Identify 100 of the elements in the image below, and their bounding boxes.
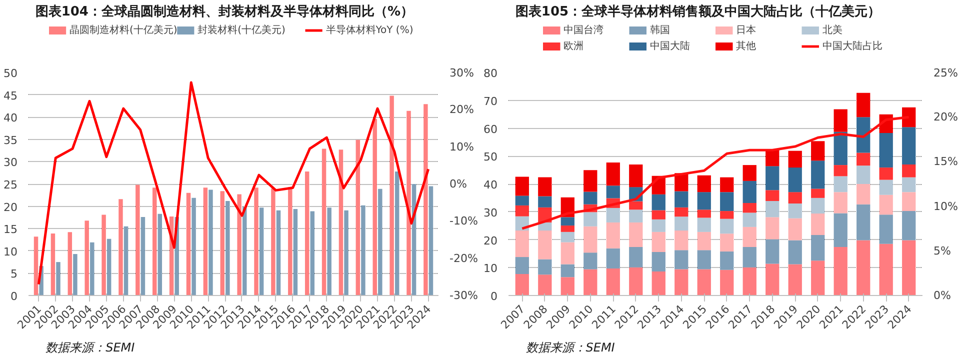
line-series xyxy=(37,81,430,286)
bar xyxy=(742,180,756,203)
bar xyxy=(697,210,711,218)
bar xyxy=(697,269,711,296)
bar xyxy=(584,226,598,253)
bar xyxy=(584,212,598,226)
bar xyxy=(584,170,598,192)
bar xyxy=(220,191,224,296)
y2-tick-label: 0% xyxy=(934,289,951,302)
bar xyxy=(720,177,734,192)
bar xyxy=(102,214,106,296)
bar xyxy=(629,246,643,268)
y2-tick-label: 30% xyxy=(450,66,474,80)
bar xyxy=(811,235,825,261)
bar xyxy=(811,260,825,296)
bar xyxy=(856,184,870,204)
y-tick-label: 50 xyxy=(484,150,498,164)
bar xyxy=(304,172,310,296)
bar xyxy=(766,190,780,202)
bar xyxy=(394,172,400,296)
bar xyxy=(834,213,848,247)
y2-tick-label: -30% xyxy=(450,289,478,302)
bar xyxy=(652,219,666,232)
bar xyxy=(424,104,428,296)
y-tick-label: 30 xyxy=(4,156,18,170)
bar xyxy=(90,242,94,296)
y-tick-label: 5 xyxy=(10,268,18,281)
bar xyxy=(106,238,112,296)
bar xyxy=(293,208,298,296)
chart-title: 图表104：全球晶圆制造材料、封装材料及半导体材料同比（%） xyxy=(35,4,414,20)
bar xyxy=(538,259,552,275)
bar xyxy=(879,244,893,296)
bar xyxy=(856,166,870,184)
bar xyxy=(538,196,552,208)
bar xyxy=(742,226,756,247)
bar xyxy=(652,252,666,272)
source-note: 数据来源：SEMI xyxy=(526,340,616,354)
bar xyxy=(742,267,756,296)
y-tick-label: 30 xyxy=(484,206,498,220)
bar xyxy=(584,252,598,270)
bar xyxy=(538,274,552,296)
bar xyxy=(766,201,780,218)
bar xyxy=(834,132,848,166)
bar xyxy=(811,141,825,161)
bar xyxy=(720,218,734,234)
bar xyxy=(834,176,848,192)
legend-label: 封装材料(十亿美元) xyxy=(198,24,286,36)
bar xyxy=(186,192,191,296)
bar xyxy=(856,240,870,296)
y-tick-label: 10 xyxy=(4,245,18,258)
bar xyxy=(192,198,196,296)
bar xyxy=(834,246,848,296)
bar xyxy=(834,109,848,132)
bar xyxy=(742,202,756,213)
bar xyxy=(856,204,870,240)
bar xyxy=(515,257,529,274)
legend-label: 北美 xyxy=(822,24,842,36)
y-tick-label: 0 xyxy=(10,290,18,303)
bar xyxy=(584,192,598,204)
bar xyxy=(652,210,666,220)
bar xyxy=(560,277,574,296)
bar xyxy=(560,226,574,232)
y-tick-label: 40 xyxy=(484,178,498,192)
bar xyxy=(766,217,780,240)
bar xyxy=(879,194,893,215)
bar xyxy=(428,186,434,296)
bar xyxy=(652,232,666,252)
bar xyxy=(118,199,123,296)
y-tick-label: 60 xyxy=(484,122,498,136)
legend-label: 韩国 xyxy=(650,24,670,36)
bar xyxy=(856,117,870,153)
bar xyxy=(50,234,56,296)
bar xyxy=(834,192,848,214)
source-note: 数据来源：SEMI xyxy=(46,340,136,354)
bar xyxy=(124,226,128,296)
y-tick-label: 35 xyxy=(4,134,18,147)
bar xyxy=(158,214,162,296)
bar xyxy=(629,210,643,222)
bar xyxy=(560,264,574,278)
y2-tick-label: 20% xyxy=(450,103,474,116)
bar xyxy=(720,192,734,212)
bar xyxy=(652,272,666,296)
y-tick-label: 20 xyxy=(4,200,18,214)
bar xyxy=(152,188,157,296)
y2-tick-label: -10% xyxy=(450,214,478,228)
bar xyxy=(788,168,802,192)
bar xyxy=(538,177,552,196)
bar xyxy=(879,214,893,244)
bar xyxy=(606,186,620,198)
bar xyxy=(902,177,916,192)
bar xyxy=(208,190,213,296)
bar xyxy=(902,240,916,296)
bar xyxy=(652,194,666,210)
bar xyxy=(811,188,825,198)
bar xyxy=(766,166,780,190)
y2-tick-label: 10% xyxy=(450,140,474,154)
bar xyxy=(834,165,848,176)
y-tick-label: 10 xyxy=(484,262,498,276)
y-tick-label: 40 xyxy=(4,112,18,125)
bar xyxy=(742,165,756,181)
